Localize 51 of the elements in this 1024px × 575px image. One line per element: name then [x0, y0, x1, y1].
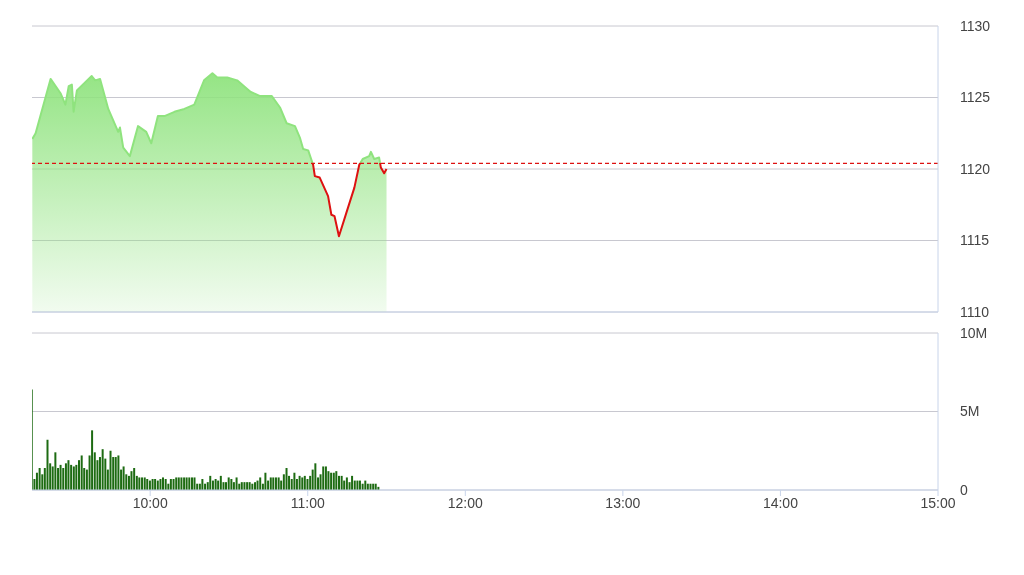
bar: [351, 475, 354, 490]
bar: [298, 475, 301, 490]
x-tick-label: 14:00: [762, 494, 799, 511]
bar: [337, 475, 340, 490]
x-tick-label: 15:00: [920, 494, 956, 511]
bar: [59, 464, 62, 490]
y-tick-label: 1110: [960, 303, 990, 320]
y-tick-label: 1130: [960, 17, 991, 34]
x-tick-label: 11:00: [290, 494, 325, 511]
bar: [235, 477, 238, 490]
bar: [209, 475, 212, 490]
bar: [122, 466, 125, 490]
bar: [227, 477, 230, 490]
bar: [46, 439, 49, 490]
bar: [193, 477, 196, 490]
bar: [180, 477, 183, 490]
bar: [35, 472, 38, 490]
bar: [109, 450, 112, 490]
y-tick-label: 1125: [960, 89, 991, 106]
bar: [138, 477, 141, 490]
y-tick-label: 1115: [960, 232, 990, 249]
y-tick-label: 1120: [960, 160, 991, 177]
bar: [169, 479, 172, 490]
bar: [172, 479, 175, 490]
bar: [164, 479, 167, 490]
bar: [80, 455, 83, 490]
bar: [101, 449, 104, 490]
bar: [91, 430, 94, 490]
bar: [38, 468, 41, 490]
bar: [219, 475, 222, 490]
bar: [133, 468, 136, 490]
y-tick-label: 5M: [960, 403, 980, 420]
bar: [130, 471, 133, 490]
bar: [314, 463, 317, 490]
x-tick-label: 12:00: [447, 494, 484, 511]
bar: [340, 475, 343, 490]
bar: [75, 464, 78, 490]
bar: [306, 479, 309, 490]
y-tick-label: 10M: [960, 324, 988, 341]
bar: [64, 463, 67, 490]
bar: [54, 452, 57, 490]
x-tick-label: 10:00: [132, 494, 168, 511]
bar: [285, 468, 288, 490]
y-tick-label: 0: [960, 481, 968, 498]
bar: [201, 479, 204, 490]
bar: [264, 472, 267, 490]
bar: [117, 455, 120, 490]
bar: [67, 460, 70, 490]
bar: [293, 472, 296, 490]
bar: [335, 471, 338, 490]
x-tick-label: 13:00: [605, 494, 641, 511]
